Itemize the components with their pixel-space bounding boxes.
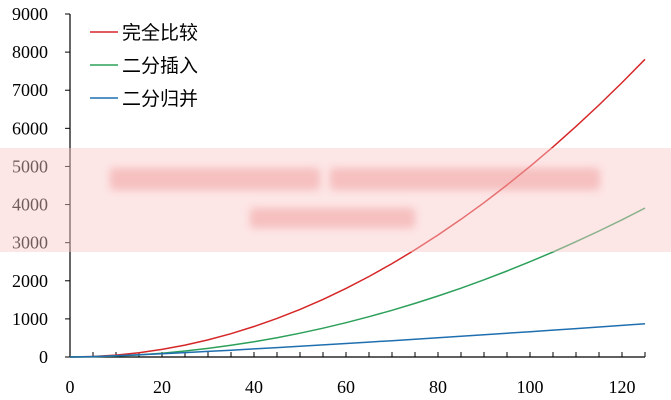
redaction-bar bbox=[330, 168, 600, 190]
y-tick-label: 7000 bbox=[12, 80, 48, 100]
series-line-3 bbox=[69, 323, 646, 358]
y-tick-label: 9000 bbox=[12, 4, 48, 24]
y-tick-label: 4000 bbox=[12, 195, 48, 215]
x-tick-label: 20 bbox=[153, 377, 171, 397]
series-group bbox=[69, 58, 646, 358]
redaction-overlay bbox=[0, 148, 671, 252]
axes: 0 1000 2000 3000 4000 5000 6000 7000 8000 9000 0 20… bbox=[12, 4, 646, 397]
y-tick-label: 6000 bbox=[12, 118, 48, 138]
legend-label: 二分插入 bbox=[122, 55, 198, 77]
x-tick-label: 0 bbox=[66, 377, 75, 397]
y-tick-label: 0 bbox=[39, 347, 48, 367]
y-tick-label: 8000 bbox=[12, 42, 48, 62]
y-tick-label: 5000 bbox=[12, 156, 48, 176]
series-line-1 bbox=[69, 58, 646, 358]
redaction-bar bbox=[110, 168, 320, 190]
y-tick-label: 1000 bbox=[12, 309, 48, 329]
x-tick-label: 60 bbox=[337, 377, 355, 397]
redaction-bar bbox=[250, 208, 415, 228]
legend-label: 完全比较 bbox=[122, 22, 198, 44]
legend-label: 二分归并 bbox=[122, 88, 198, 110]
x-tick-label: 80 bbox=[429, 377, 447, 397]
x-tick-label: 40 bbox=[245, 377, 263, 397]
y-tick-label: 3000 bbox=[12, 233, 48, 253]
y-tick-label: 2000 bbox=[12, 271, 48, 291]
x-tick-label: 100 bbox=[517, 377, 544, 397]
x-tick-label: 120 bbox=[609, 377, 636, 397]
